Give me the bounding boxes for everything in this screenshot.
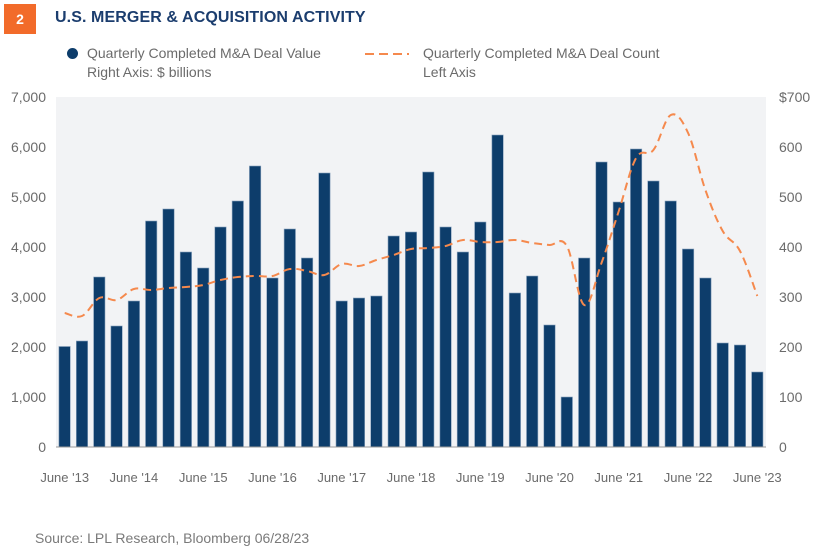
- bar-deal-value: [197, 267, 210, 448]
- right-y-tick-label: 200: [779, 339, 803, 355]
- bar-deal-value: [733, 344, 746, 448]
- x-tick-label: June '13: [40, 470, 89, 485]
- bar-deal-value: [145, 220, 158, 448]
- legend-item-deal-value: Quarterly Completed M&A Deal Value Right…: [67, 44, 321, 82]
- legend-deal-count-label: Quarterly Completed M&A Deal Count: [423, 45, 660, 61]
- left-y-tick-label: 1,000: [11, 389, 46, 405]
- bar-deal-value: [508, 292, 521, 448]
- bar-deal-value: [699, 277, 712, 448]
- x-tick-label: June '14: [110, 470, 159, 485]
- bar-deal-value: [647, 180, 660, 448]
- right-y-tick-label: 500: [779, 189, 803, 205]
- x-tick-label: June '17: [317, 470, 366, 485]
- left-y-tick-label: 2,000: [11, 339, 46, 355]
- bar-deal-value: [526, 275, 539, 448]
- bar-deal-value: [93, 276, 106, 448]
- x-axis: June '13 June '14 June '15 June '16 June '17…: [40, 470, 781, 485]
- right-y-tick-label: $700: [779, 89, 810, 105]
- bar-deal-value: [179, 251, 192, 448]
- x-tick-label: June '21: [594, 470, 643, 485]
- bar-deal-value: [231, 200, 244, 448]
- bar-deal-value: [595, 161, 608, 448]
- bar-deal-value: [630, 148, 643, 448]
- bar-deal-value: [716, 342, 729, 448]
- bar-deal-value: [110, 325, 123, 448]
- bar-deal-value: [578, 257, 591, 448]
- left-y-tick-label: 4,000: [11, 239, 46, 255]
- legend-dashed-line-icon: [365, 53, 409, 55]
- bar-deal-value: [335, 300, 348, 448]
- bar-deal-value: [266, 277, 279, 448]
- right-y-tick-label: 300: [779, 289, 803, 305]
- legend-item-deal-count: Quarterly Completed M&A Deal Count Left …: [365, 44, 660, 82]
- legend-dot-icon: [67, 48, 78, 59]
- bar-deal-value: [422, 171, 435, 448]
- legend-deal-value-axis-note: Right Axis: $ billions: [87, 64, 212, 80]
- bar-deal-value: [76, 340, 89, 448]
- bar-deal-value: [474, 221, 487, 448]
- bar-deal-value: [214, 226, 227, 448]
- left-y-tick-label: 7,000: [11, 89, 46, 105]
- x-tick-label: June '23: [733, 470, 782, 485]
- bar-deal-value: [370, 295, 383, 448]
- chart-title: U.S. MERGER & ACQUISITION ACTIVITY: [55, 9, 366, 26]
- x-tick-label: June '16: [248, 470, 297, 485]
- right-y-axis: 0 100 200 300 400 500 600 $700: [779, 89, 810, 455]
- x-tick-label: June '20: [525, 470, 574, 485]
- bar-deal-value: [404, 231, 417, 448]
- right-y-tick-label: 0: [779, 439, 787, 455]
- bar-deal-value: [162, 208, 175, 448]
- left-y-tick-label: 5,000: [11, 189, 46, 205]
- left-y-axis: 0 1,000 2,000 3,000 4,000 5,000 6,000 7,000: [11, 89, 46, 455]
- bar-deal-value: [682, 248, 695, 448]
- x-tick-label: June '22: [664, 470, 713, 485]
- left-y-tick-label: 0: [38, 439, 46, 455]
- bar-deal-value: [456, 251, 469, 448]
- bar-deal-value: [301, 257, 314, 448]
- bar-deal-value: [249, 165, 262, 448]
- bar-deal-value: [560, 396, 573, 448]
- x-tick-label: June '15: [179, 470, 228, 485]
- left-y-tick-label: 6,000: [11, 139, 46, 155]
- right-y-tick-label: 400: [779, 239, 803, 255]
- legend-deal-count-axis-note: Left Axis: [423, 64, 476, 80]
- bar-deal-value: [612, 201, 625, 448]
- source-note: Source: LPL Research, Bloomberg 06/28/23: [35, 530, 310, 546]
- legend-deal-value-label: Quarterly Completed M&A Deal Value: [87, 45, 321, 61]
- bar-series-deal-value: [58, 134, 764, 448]
- bar-deal-value: [491, 134, 504, 448]
- right-y-tick-label: 100: [779, 389, 803, 405]
- chart-area: 0 1,000 2,000 3,000 4,000 5,000 6,000 7,000 0 10…: [11, 89, 810, 485]
- bar-deal-value: [543, 324, 556, 448]
- x-tick-label: June '18: [387, 470, 436, 485]
- bar-deal-value: [664, 200, 677, 448]
- right-y-tick-label: 600: [779, 139, 803, 155]
- x-tick-label: June '19: [456, 470, 505, 485]
- bar-deal-value: [352, 297, 365, 448]
- bar-deal-value: [439, 226, 452, 448]
- bar-deal-value: [318, 172, 331, 448]
- left-y-tick-label: 3,000: [11, 289, 46, 305]
- bar-deal-value: [58, 346, 71, 448]
- figure-number-badge: 2: [4, 4, 36, 34]
- bar-deal-value: [127, 300, 140, 448]
- bar-deal-value: [283, 228, 296, 448]
- bar-deal-value: [387, 235, 400, 448]
- bar-deal-value: [751, 371, 764, 448]
- line-series-deal-count: [64, 113, 759, 318]
